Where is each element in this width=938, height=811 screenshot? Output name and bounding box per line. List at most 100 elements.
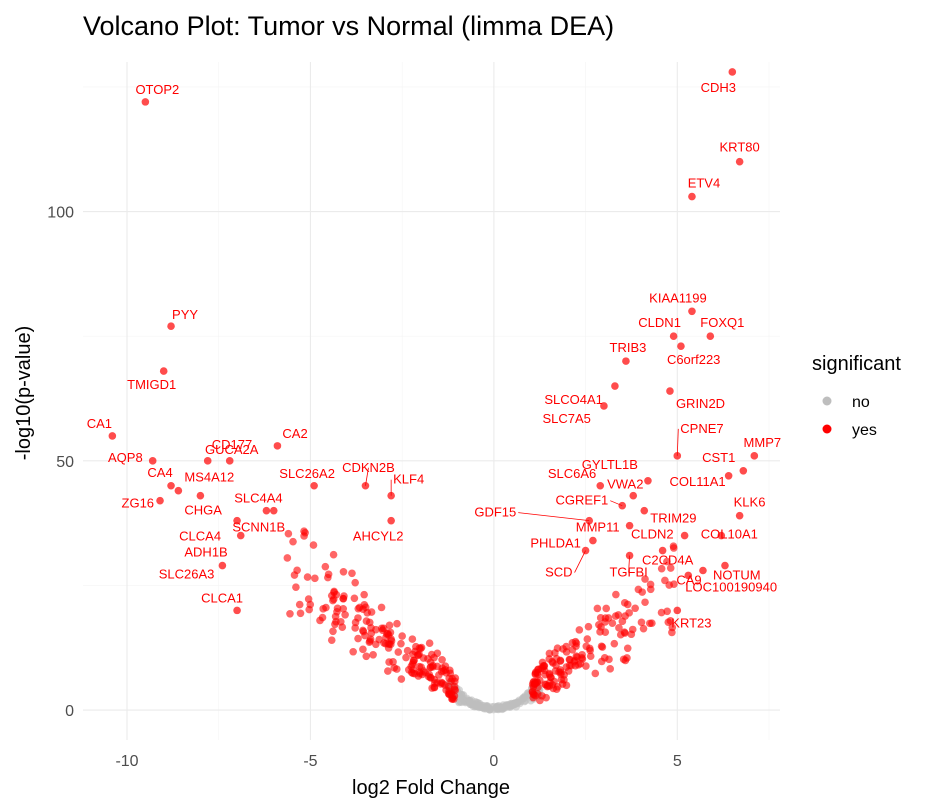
points-significant: [108, 68, 759, 705]
gene-label-otop2: OTOP2: [135, 82, 179, 97]
labeled-point-adh1b: [236, 531, 245, 540]
point-significant: [545, 649, 554, 658]
point-significant: [623, 654, 631, 662]
labeled-point-trib3: [622, 357, 630, 365]
gene-label-trim29: TRIM29: [650, 511, 696, 526]
point-significant: [303, 573, 312, 581]
gene-label-guca2a: GUCA2A: [205, 442, 259, 457]
gene-label-phlda1: PHLDA1: [530, 536, 581, 551]
point-significant: [286, 609, 294, 618]
point-significant: [596, 614, 605, 622]
point-significant: [531, 668, 540, 676]
point-significant: [591, 669, 600, 678]
connector-gdf15: [518, 512, 590, 522]
point-significant: [365, 618, 374, 627]
labeled-point-col11a1: [724, 471, 733, 480]
point-significant: [646, 580, 655, 589]
gene-label-ahcyl2: AHCYL2: [353, 529, 404, 544]
gene-label-loc100190940: LOC100190940: [685, 579, 777, 594]
point-significant: [283, 554, 292, 562]
point-significant: [616, 630, 625, 639]
gene-label-pyy: PYY: [172, 307, 198, 322]
point-significant: [529, 693, 538, 702]
gene-label-vwa2: VWA2: [607, 477, 643, 492]
point-significant: [350, 594, 359, 603]
labeled-point-cpne7: [673, 452, 682, 460]
point-significant: [351, 578, 359, 587]
labeled-point-ca1: [108, 432, 117, 440]
point-significant: [397, 639, 405, 648]
point-significant: [349, 647, 357, 656]
labeled-point-ca9: [699, 566, 707, 575]
point-significant: [597, 657, 606, 666]
labeled-point-grin2d: [666, 387, 674, 395]
labeled-point-c6orf223: [677, 342, 685, 350]
point-significant: [537, 664, 546, 673]
labeled-point-otop2: [141, 98, 150, 106]
point-significant: [360, 600, 369, 609]
point-significant: [425, 670, 434, 679]
labeled-point-krt80: [735, 157, 744, 166]
point-significant: [562, 663, 571, 671]
point-not-significant: [488, 703, 496, 711]
gene-label-cdkn2b: CDKN2B: [342, 460, 395, 475]
point-significant: [553, 644, 562, 652]
point-significant: [661, 576, 669, 585]
x-tick-label: 5: [673, 753, 682, 770]
gene-label-slc6a6: SLC6A6: [548, 466, 596, 481]
point-significant: [386, 640, 395, 649]
point-significant: [329, 550, 338, 559]
point-significant: [583, 635, 592, 643]
legend-label-no: no: [852, 394, 870, 411]
labeled-point-vwa2: [629, 491, 638, 500]
point-significant: [438, 655, 446, 664]
point-significant: [614, 611, 623, 619]
gene-label-gdf15: GDF15: [474, 505, 516, 520]
gene-label-clca1: CLCA1: [201, 590, 243, 605]
legend: significant no yes: [812, 353, 901, 439]
point-significant: [433, 678, 441, 687]
labeled-point-cst1: [739, 466, 748, 475]
gene-label-ca1: CA1: [87, 416, 112, 431]
gene-label-slc26a3: SLC26A3: [159, 567, 215, 582]
gene-label-tgfbi: TGFBI: [609, 565, 647, 580]
labeled-point-ahcyl2: [387, 516, 395, 525]
point-not-significant: [515, 696, 524, 705]
point-significant: [451, 686, 459, 695]
point-significant: [354, 634, 362, 643]
point-significant: [620, 599, 629, 607]
label-connector-lines: [365, 428, 679, 573]
point-significant: [593, 604, 602, 613]
point-significant: [289, 537, 297, 546]
point-significant: [318, 613, 327, 622]
gene-label-ca9: CA9: [676, 573, 701, 588]
point-significant: [331, 620, 339, 629]
point-significant: [445, 687, 453, 696]
labeled-point-loc100190940: [684, 571, 693, 580]
labeled-point-foxq1: [706, 332, 715, 340]
gene-label-gyltl1b: GYLTL1B: [582, 457, 638, 472]
gene-label-slc7a5: SLC7A5: [542, 411, 590, 426]
point-significant: [408, 635, 417, 643]
point-significant: [393, 619, 401, 628]
labeled-point-slc6a6: [596, 481, 605, 490]
labeled-point-zg16: [156, 496, 164, 505]
point-significant: [329, 596, 337, 605]
labeled-point-ca2: [273, 442, 282, 450]
point-significant: [634, 585, 643, 594]
point-significant: [670, 580, 678, 589]
connector-cpne7: [676, 428, 679, 456]
point-significant: [608, 619, 617, 627]
point-significant: [403, 646, 412, 655]
labeled-point-kiaa1199: [688, 307, 696, 316]
point-significant: [668, 628, 676, 637]
point-significant: [648, 619, 656, 628]
point-significant: [284, 529, 293, 538]
gene-label-tmigd1: TMIGD1: [127, 377, 176, 392]
legend-label-yes: yes: [852, 422, 877, 439]
gene-label-slc4a4: SLC4A4: [234, 491, 282, 506]
labeled-point-etv4: [688, 192, 696, 201]
x-axis-title: log2 Fold Change: [352, 777, 510, 799]
gene-label-ca4: CA4: [147, 465, 172, 480]
